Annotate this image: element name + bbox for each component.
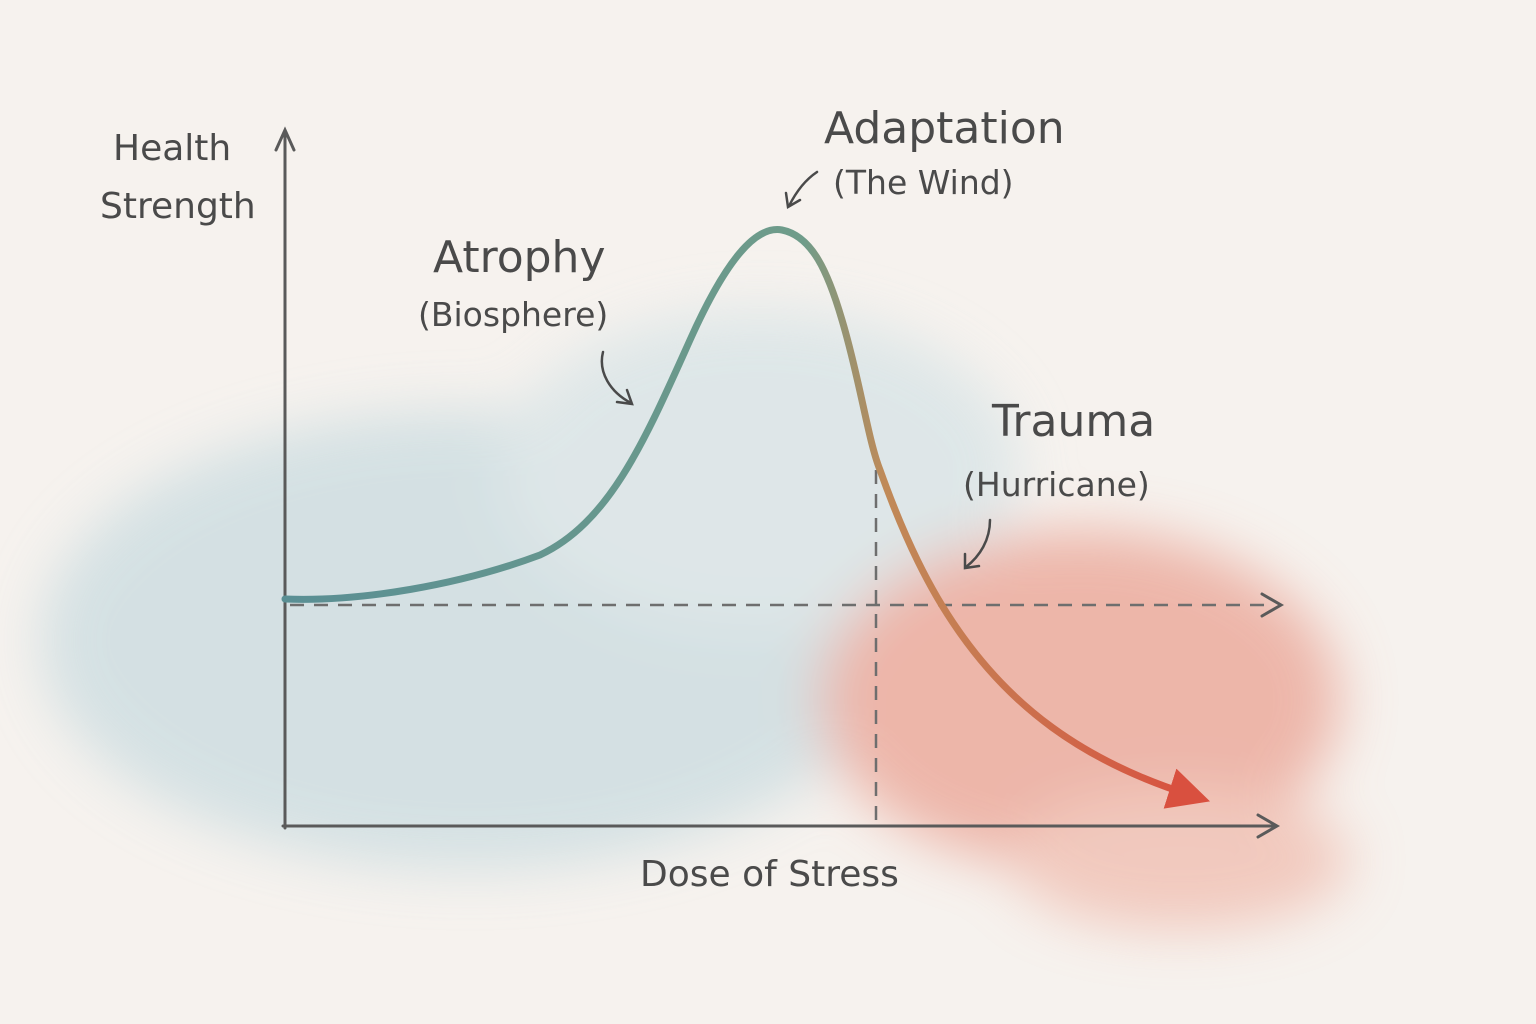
baseline-arrow (1260, 592, 1284, 618)
atrophy-pointer-arrow (600, 350, 634, 406)
red-wash-lower (1010, 790, 1350, 930)
atrophy-subtitle: (Biosphere) (418, 295, 608, 334)
adaptation-title: Adaptation (824, 103, 1065, 154)
y-axis-label-line1: Health (113, 128, 231, 169)
trauma-subtitle: (Hurricane) (963, 465, 1150, 504)
x-axis-arrow (1256, 813, 1280, 839)
y-axis-arrow (274, 126, 296, 152)
atrophy-title: Atrophy (433, 232, 605, 283)
trauma-pointer-arrow (963, 518, 992, 570)
blue-wash-center (500, 310, 1020, 630)
response-curve (281, 226, 1211, 809)
x-axis-label: Dose of Stress (640, 854, 899, 895)
trauma-title: Trauma (991, 396, 1155, 447)
adaptation-pointer-arrow (784, 170, 819, 210)
adaptation-subtitle: (The Wind) (833, 163, 1014, 202)
y-axis-label-line2: Strength (100, 186, 256, 227)
